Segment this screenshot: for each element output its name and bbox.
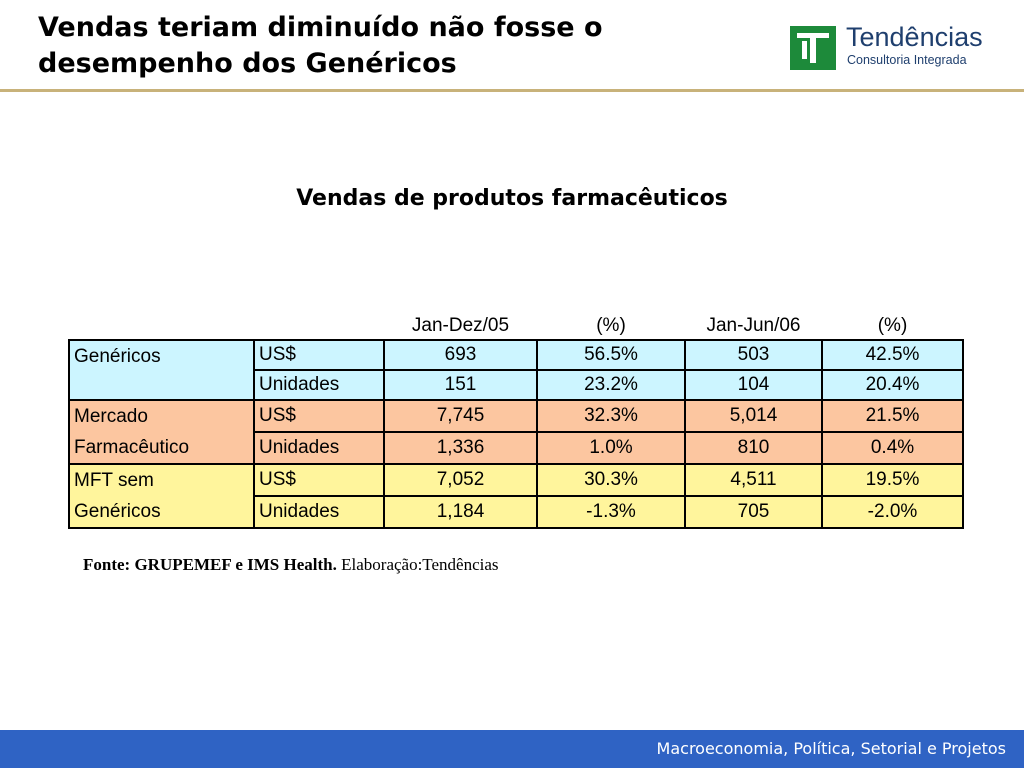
- table-row: Unidades 151 23.2% 104 20.4%: [69, 369, 964, 401]
- group-label-line: Mercado: [74, 406, 148, 427]
- value-cell: 1,184: [383, 495, 538, 529]
- sales-table: Jan-Dez/05 (%) Jan-Jun/06 (%) Genéricos …: [68, 312, 964, 529]
- percent-cell: 23.2%: [536, 369, 686, 401]
- percent-cell: 42.5%: [821, 339, 964, 371]
- group-label-line: MFT sem: [74, 470, 154, 491]
- percent-cell: 56.5%: [536, 339, 686, 371]
- percent-cell: -1.3%: [536, 495, 686, 529]
- source-bold: Fonte: GRUPEMEF e IMS Health.: [83, 555, 337, 574]
- value-cell: 7,052: [383, 463, 538, 497]
- value-cell: 104: [684, 369, 823, 401]
- header-cell: [254, 312, 384, 340]
- value-cell: 705: [684, 495, 823, 529]
- unit-cell: US$: [253, 339, 385, 371]
- value-cell: 693: [383, 339, 538, 371]
- header-cell: [69, 312, 254, 340]
- table-header-row: Jan-Dez/05 (%) Jan-Jun/06 (%): [69, 312, 963, 340]
- unit-cell: US$: [253, 463, 385, 497]
- percent-cell: 30.3%: [536, 463, 686, 497]
- value-cell: 810: [684, 431, 823, 465]
- company-logo: Tendências Consultoria Integrada: [790, 22, 1010, 72]
- header-cell: (%): [596, 314, 626, 336]
- header-cell: Jan-Jun/06: [706, 314, 801, 336]
- footer-bar: Macroeconomia, Política, Setorial e Proj…: [0, 730, 1024, 768]
- value-cell: 7,745: [383, 399, 538, 433]
- value-cell: 151: [383, 369, 538, 401]
- table-title: Vendas de produtos farmacêuticos: [296, 186, 728, 211]
- value-cell: 1,336: [383, 431, 538, 465]
- title-divider: [0, 89, 1024, 92]
- group-label-mercado-farmaceutico: Mercado Farmacêutico: [68, 399, 255, 465]
- group-label-mft-sem-genericos: MFT sem Genéricos: [68, 463, 255, 529]
- footer-text: Macroeconomia, Política, Setorial e Proj…: [656, 739, 1006, 758]
- slide-title: Vendas teriam diminuído não fosse o dese…: [38, 10, 718, 82]
- percent-cell: 1.0%: [536, 431, 686, 465]
- group-label-genericos: Genéricos: [68, 339, 255, 401]
- group-label-line: Genéricos: [74, 346, 161, 367]
- value-cell: 4,511: [684, 463, 823, 497]
- percent-cell: 0.4%: [821, 431, 964, 465]
- header-cell: Jan-Dez/05: [411, 314, 510, 336]
- percent-cell: 32.3%: [536, 399, 686, 433]
- value-cell: 5,014: [684, 399, 823, 433]
- percent-cell: 21.5%: [821, 399, 964, 433]
- percent-cell: -2.0%: [821, 495, 964, 529]
- header-cell: (%): [877, 314, 908, 336]
- tendencias-t-logo-icon: [790, 26, 836, 70]
- percent-cell: 19.5%: [821, 463, 964, 497]
- slide-title-line-1: Vendas teriam diminuído não fosse o: [38, 12, 603, 43]
- table-row: MFT sem Genéricos US$ 7,052 30.3% 4,511 …: [68, 463, 964, 529]
- unit-cell: Unidades: [253, 495, 385, 529]
- logo-subtitle: Consultoria Integrada: [847, 53, 967, 67]
- slide-title-line-2: desempenho dos Genéricos: [38, 48, 457, 79]
- source-normal: Elaboração:Tendências: [341, 555, 499, 574]
- table-row: Mercado Farmacêutico US$ 7,745 32.3% 5,0…: [68, 399, 964, 465]
- unit-cell: US$: [253, 399, 385, 433]
- source-note: Fonte: GRUPEMEF e IMS Health. Elaboração…: [83, 555, 499, 575]
- table-row: Genéricos US$ 693 56.5% 503 42.5%: [68, 339, 964, 401]
- logo-name: Tendências: [846, 22, 983, 52]
- value-cell: 503: [684, 339, 823, 371]
- unit-cell: Unidades: [253, 431, 385, 465]
- percent-cell: 20.4%: [821, 369, 964, 401]
- group-label-line: Farmacêutico: [74, 437, 190, 458]
- group-label-line: Genéricos: [74, 501, 161, 522]
- unit-cell: Unidades: [253, 369, 385, 401]
